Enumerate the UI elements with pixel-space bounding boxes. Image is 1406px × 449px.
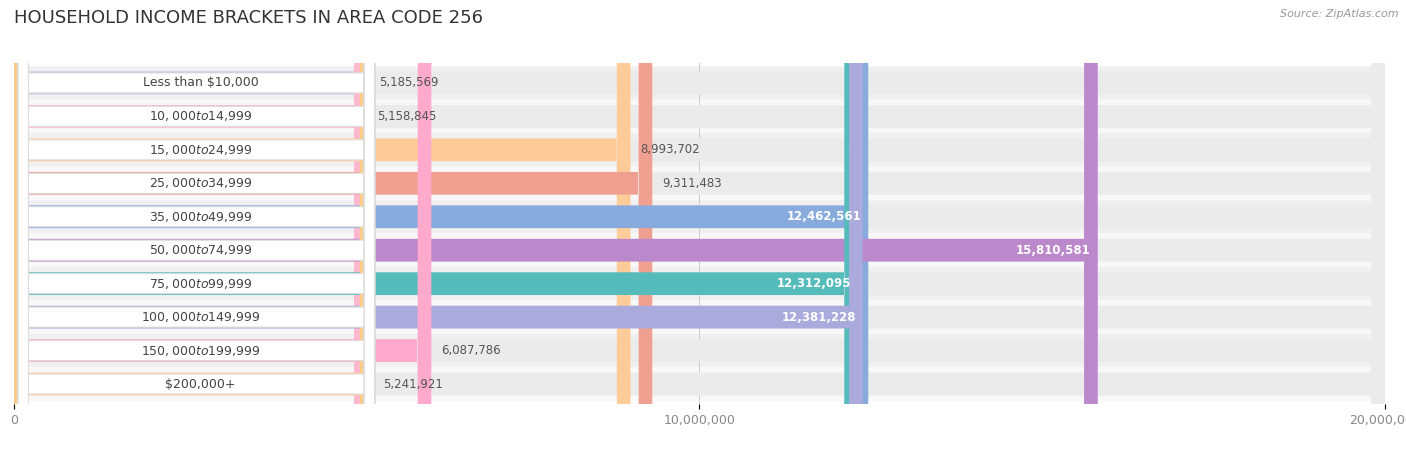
Text: HOUSEHOLD INCOME BRACKETS IN AREA CODE 256: HOUSEHOLD INCOME BRACKETS IN AREA CODE 2… — [14, 9, 484, 27]
FancyBboxPatch shape — [14, 233, 1385, 267]
FancyBboxPatch shape — [14, 0, 1385, 449]
Text: 12,312,095: 12,312,095 — [776, 277, 851, 290]
Text: 5,185,569: 5,185,569 — [380, 76, 439, 89]
Text: 8,993,702: 8,993,702 — [640, 143, 700, 156]
FancyBboxPatch shape — [14, 167, 1385, 200]
FancyBboxPatch shape — [18, 0, 374, 449]
FancyBboxPatch shape — [14, 100, 1385, 133]
FancyBboxPatch shape — [14, 0, 652, 449]
FancyBboxPatch shape — [18, 0, 374, 449]
FancyBboxPatch shape — [14, 133, 1385, 167]
Text: 5,158,845: 5,158,845 — [377, 110, 437, 123]
FancyBboxPatch shape — [14, 0, 1385, 449]
Text: 12,381,228: 12,381,228 — [782, 311, 856, 324]
FancyBboxPatch shape — [14, 0, 1385, 449]
FancyBboxPatch shape — [14, 0, 630, 449]
FancyBboxPatch shape — [14, 0, 1385, 449]
FancyBboxPatch shape — [14, 66, 1385, 100]
FancyBboxPatch shape — [14, 0, 869, 449]
Text: $50,000 to $74,999: $50,000 to $74,999 — [149, 243, 252, 257]
FancyBboxPatch shape — [14, 0, 1385, 449]
FancyBboxPatch shape — [18, 0, 374, 449]
FancyBboxPatch shape — [18, 0, 374, 449]
FancyBboxPatch shape — [14, 0, 432, 449]
FancyBboxPatch shape — [18, 0, 374, 449]
Text: 12,462,561: 12,462,561 — [787, 210, 862, 223]
Text: $75,000 to $99,999: $75,000 to $99,999 — [149, 277, 252, 291]
Text: $100,000 to $149,999: $100,000 to $149,999 — [141, 310, 260, 324]
FancyBboxPatch shape — [14, 300, 1385, 334]
Text: Source: ZipAtlas.com: Source: ZipAtlas.com — [1281, 9, 1399, 19]
Text: $15,000 to $24,999: $15,000 to $24,999 — [149, 143, 252, 157]
FancyBboxPatch shape — [18, 0, 374, 449]
Text: $150,000 to $199,999: $150,000 to $199,999 — [141, 343, 260, 357]
FancyBboxPatch shape — [14, 200, 1385, 233]
Text: $10,000 to $14,999: $10,000 to $14,999 — [149, 110, 252, 123]
Text: 6,087,786: 6,087,786 — [441, 344, 501, 357]
Text: 15,810,581: 15,810,581 — [1017, 244, 1091, 257]
FancyBboxPatch shape — [18, 0, 374, 449]
FancyBboxPatch shape — [18, 0, 374, 449]
Text: Less than $10,000: Less than $10,000 — [142, 76, 259, 89]
Text: $35,000 to $49,999: $35,000 to $49,999 — [149, 210, 252, 224]
FancyBboxPatch shape — [18, 0, 374, 449]
FancyBboxPatch shape — [14, 267, 1385, 300]
FancyBboxPatch shape — [14, 0, 863, 449]
FancyBboxPatch shape — [14, 0, 1385, 449]
Text: 9,311,483: 9,311,483 — [662, 177, 721, 190]
FancyBboxPatch shape — [14, 0, 374, 449]
FancyBboxPatch shape — [14, 0, 367, 449]
FancyBboxPatch shape — [18, 0, 374, 449]
FancyBboxPatch shape — [14, 0, 858, 449]
FancyBboxPatch shape — [14, 0, 370, 449]
FancyBboxPatch shape — [14, 0, 1385, 449]
FancyBboxPatch shape — [14, 0, 1385, 449]
FancyBboxPatch shape — [14, 0, 1385, 449]
Text: 5,241,921: 5,241,921 — [382, 378, 443, 391]
FancyBboxPatch shape — [14, 334, 1385, 367]
Text: $200,000+: $200,000+ — [166, 378, 236, 391]
FancyBboxPatch shape — [14, 0, 1385, 449]
Text: $25,000 to $34,999: $25,000 to $34,999 — [149, 176, 252, 190]
FancyBboxPatch shape — [14, 367, 1385, 401]
FancyBboxPatch shape — [14, 0, 1098, 449]
